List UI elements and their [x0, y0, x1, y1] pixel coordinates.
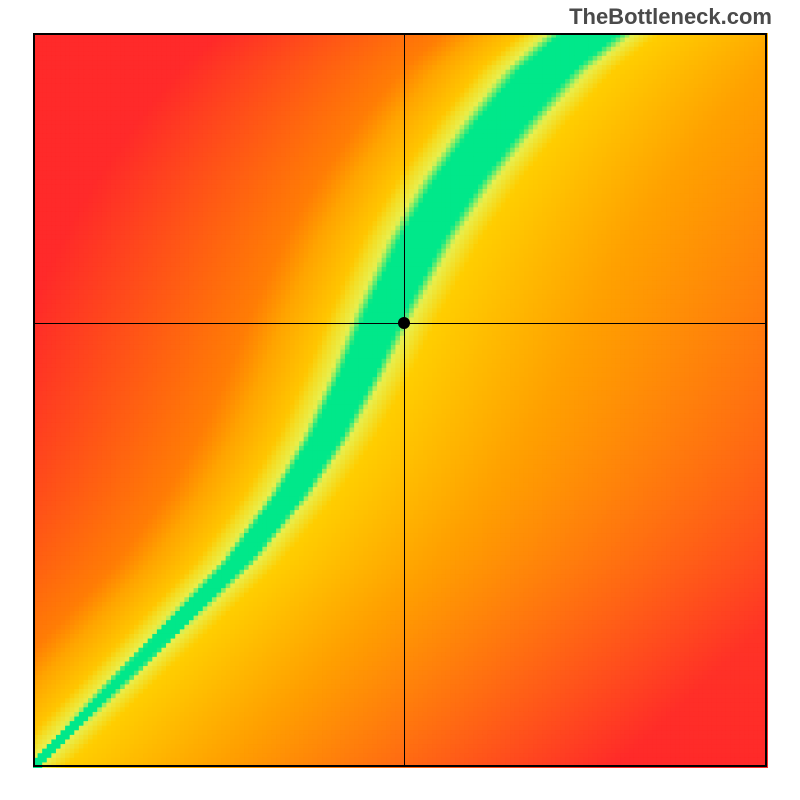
bottleneck-heatmap [0, 0, 800, 800]
crosshair-point [398, 317, 410, 329]
crosshair-vertical [404, 33, 405, 767]
watermark-text: TheBottleneck.com [569, 4, 772, 30]
chart-container: TheBottleneck.com [0, 0, 800, 800]
